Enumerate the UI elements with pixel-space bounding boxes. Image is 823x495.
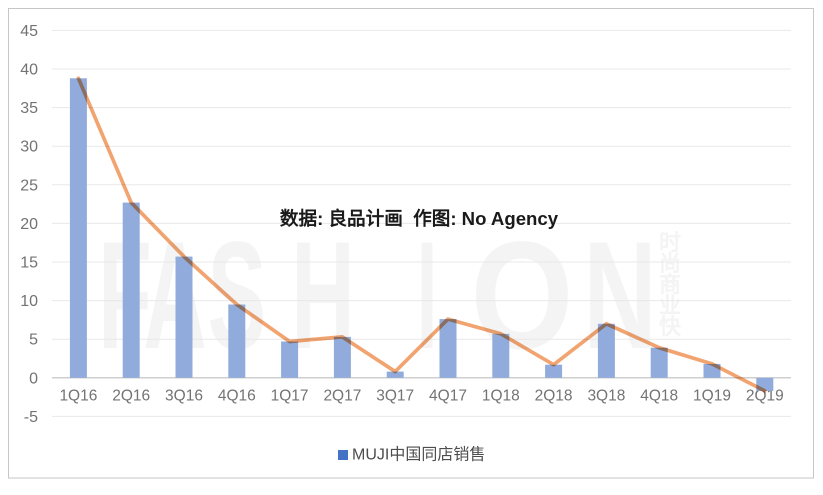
svg-text:35: 35: [20, 100, 38, 117]
svg-text:商: 商: [659, 272, 681, 297]
svg-text:MUJI中国同店销售: MUJI中国同店销售: [352, 446, 485, 464]
svg-text:N: N: [583, 210, 656, 381]
svg-text:2Q17: 2Q17: [323, 388, 361, 405]
svg-text:30: 30: [20, 139, 38, 156]
svg-text:2Q19: 2Q19: [746, 388, 784, 405]
svg-text:4Q16: 4Q16: [218, 388, 256, 405]
svg-text:O: O: [471, 211, 574, 381]
svg-text:1Q16: 1Q16: [59, 388, 97, 405]
svg-text:业: 业: [659, 293, 681, 318]
svg-text:-5: -5: [24, 409, 38, 426]
svg-text:时: 时: [659, 230, 681, 255]
svg-text:数据: 良品计画 作图: No Agency: 数据: 良品计画 作图: No Agency: [280, 208, 559, 229]
svg-text:3Q17: 3Q17: [376, 388, 414, 405]
svg-text:40: 40: [20, 62, 38, 79]
svg-text:尚: 尚: [659, 251, 681, 276]
svg-text:0: 0: [29, 370, 38, 387]
svg-text:4Q17: 4Q17: [429, 388, 467, 405]
svg-text:3Q16: 3Q16: [165, 388, 203, 405]
svg-text:25: 25: [20, 177, 38, 194]
svg-text:45: 45: [20, 23, 38, 40]
svg-text:15: 15: [20, 255, 38, 272]
svg-text:3Q18: 3Q18: [587, 388, 625, 405]
svg-text:快: 快: [659, 314, 682, 339]
svg-text:1Q19: 1Q19: [693, 388, 731, 405]
svg-text:2Q18: 2Q18: [535, 388, 573, 405]
svg-text:I: I: [417, 209, 438, 381]
svg-text:20: 20: [20, 216, 38, 233]
svg-text:2Q16: 2Q16: [112, 388, 150, 405]
svg-text:1Q18: 1Q18: [482, 388, 520, 405]
svg-text:4Q18: 4Q18: [640, 388, 678, 405]
svg-text:5: 5: [29, 332, 38, 349]
svg-text:A: A: [143, 211, 207, 381]
svg-text:1Q17: 1Q17: [271, 388, 309, 405]
svg-text:10: 10: [20, 293, 38, 310]
